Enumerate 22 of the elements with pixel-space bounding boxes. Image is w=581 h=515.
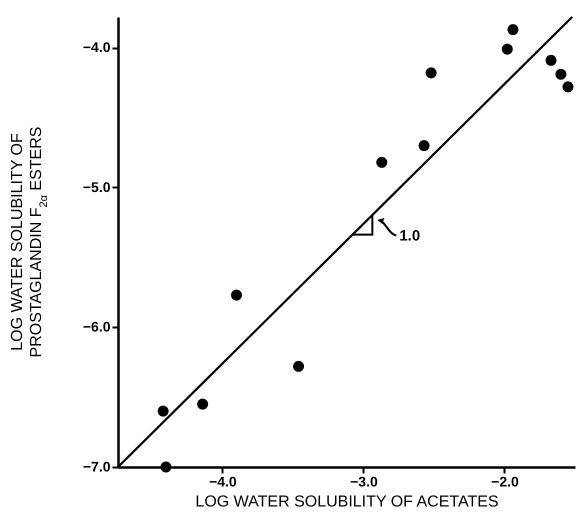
point: [197, 398, 208, 410]
y-tick-label: −6.0: [82, 318, 111, 335]
annotation: 1.0: [399, 228, 420, 245]
point: [293, 360, 304, 372]
point: [231, 290, 242, 301]
y-tick-label: −7.0: [82, 458, 111, 474]
y-tick-label: −5.0: [82, 178, 111, 195]
point: [507, 24, 518, 36]
x-tick-label: −3.0: [350, 474, 378, 490]
y-tick-label: −4.0: [82, 39, 111, 56]
point: [376, 156, 388, 168]
point: [158, 406, 169, 417]
point: [426, 67, 437, 78]
x-axis-title: LOG WATER SOLUBILITY OF ACETATES: [195, 494, 499, 510]
point: [555, 68, 566, 80]
point: [160, 462, 172, 472]
x-tick-label: −4.0: [209, 474, 237, 490]
point: [418, 140, 430, 152]
point: [562, 81, 574, 92]
point: [546, 54, 556, 66]
x-tick-label: −2.0: [491, 474, 520, 490]
point: [502, 44, 513, 55]
